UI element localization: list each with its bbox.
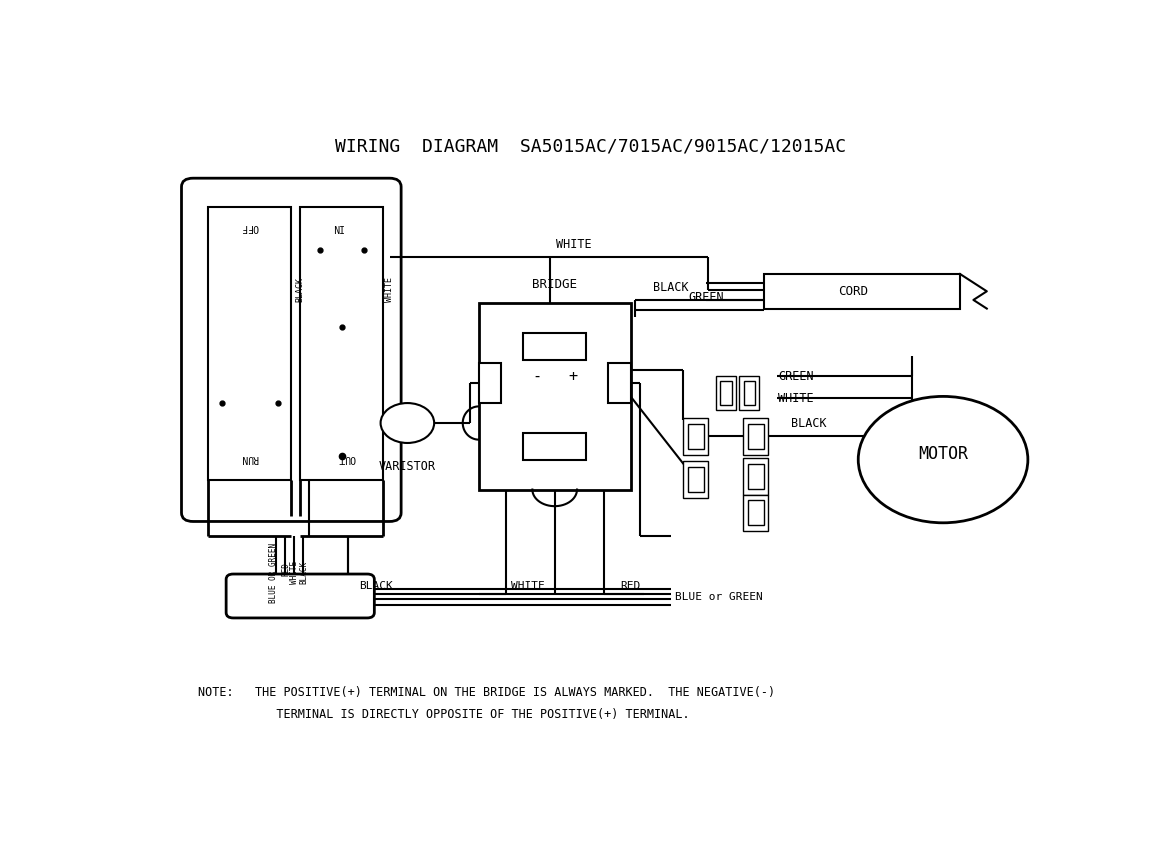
Bar [720,381,732,404]
Text: WHITE: WHITE [290,561,300,584]
Text: RED: RED [281,562,290,576]
Text: BLACK: BLACK [791,416,827,429]
Bar [683,461,708,498]
Text: NOTE:   THE POSITIVE(+) TERMINAL ON THE BRIDGE IS ALWAYS MARKED.  THE NEGATIVE(-: NOTE: THE POSITIVE(+) TERMINAL ON THE BR… [198,686,774,699]
Text: WHITE: WHITE [511,581,545,591]
Bar [688,467,704,492]
Text: CORD: CORD [838,285,867,298]
Text: WHITE: WHITE [385,277,394,302]
Text: BLUE OR GREEN: BLUE OR GREEN [268,543,278,603]
Bar [683,418,708,454]
Bar [748,500,764,525]
Text: BLACK: BLACK [296,277,305,302]
Text: GREEN: GREEN [689,291,725,304]
Circle shape [858,397,1028,523]
Bar [743,458,768,494]
Bar [209,206,291,480]
Text: +: + [568,369,577,384]
Bar [479,303,630,490]
Bar [523,334,586,359]
Text: OUT: OUT [338,453,355,462]
Bar [717,377,736,410]
Text: WHITE: WHITE [778,392,813,405]
Bar [743,381,755,404]
Bar [740,377,759,410]
Bar [479,363,501,403]
Text: WHITE: WHITE [556,238,592,251]
Text: VARISTOR: VARISTOR [379,460,435,473]
Bar [748,423,764,449]
Text: -: - [532,369,541,384]
Text: IN: IN [332,222,343,232]
Circle shape [380,403,434,443]
FancyBboxPatch shape [226,574,374,618]
Bar [764,274,960,308]
Bar [523,433,586,460]
Text: BLACK: BLACK [359,581,393,591]
Text: BLACK: BLACK [653,282,689,295]
Bar [688,423,704,449]
Text: WIRING  DIAGRAM  SA5015AC/7015AC/9015AC/12015AC: WIRING DIAGRAM SA5015AC/7015AC/9015AC/12… [335,138,846,156]
Bar [608,363,630,403]
Bar [743,494,768,531]
Text: BRIDGE: BRIDGE [532,278,577,291]
Text: MOTOR: MOTOR [918,445,968,463]
Text: TERMINAL IS DIRECTLY OPPOSITE OF THE POSITIVE(+) TERMINAL.: TERMINAL IS DIRECTLY OPPOSITE OF THE POS… [198,708,689,721]
Text: OFF: OFF [241,222,258,232]
Text: GREEN: GREEN [778,370,813,383]
Bar [748,464,764,489]
Text: RED: RED [621,581,641,591]
Text: BLACK: BLACK [300,561,309,584]
Bar [743,418,768,454]
Text: BLUE or GREEN: BLUE or GREEN [675,593,763,602]
FancyBboxPatch shape [182,178,401,522]
Bar [301,206,384,480]
Text: RUN: RUN [241,453,258,462]
